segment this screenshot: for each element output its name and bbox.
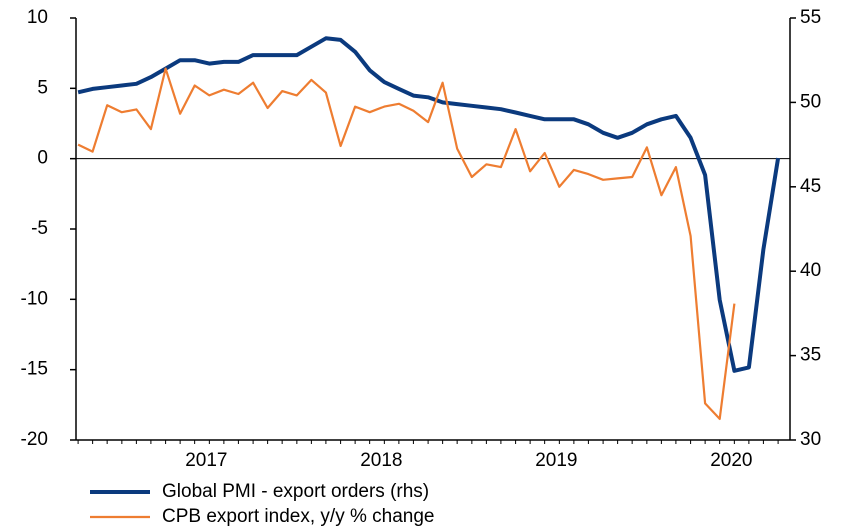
- x-tick-label: 2017: [185, 450, 227, 471]
- y-tick-label: -5: [31, 218, 48, 239]
- series-line: [77, 67, 736, 420]
- legend-label: CPB export index, y/y % change: [162, 506, 434, 527]
- y-tick-label: -20: [21, 429, 48, 450]
- y2-tick-label: 40: [800, 260, 821, 281]
- y-tick-label: -10: [21, 288, 48, 309]
- x-tick-label: 2020: [710, 450, 752, 471]
- series-line: [77, 36, 781, 373]
- y-tick-label: 5: [37, 77, 48, 98]
- y2-tick-label: 55: [800, 7, 821, 28]
- y-tick-label: 10: [27, 7, 48, 28]
- y2-tick-label: 45: [800, 176, 821, 197]
- y2-tick-label: 30: [800, 429, 821, 450]
- legend-label: Global PMI - export orders (rhs): [162, 481, 429, 502]
- y-tick-label: -15: [21, 359, 48, 380]
- x-tick-label: 2019: [535, 450, 577, 471]
- y2-tick-label: 35: [800, 345, 821, 366]
- x-tick-label: 2018: [360, 450, 402, 471]
- y-tick-label: 0: [37, 148, 48, 169]
- y2-tick-label: 50: [800, 91, 821, 112]
